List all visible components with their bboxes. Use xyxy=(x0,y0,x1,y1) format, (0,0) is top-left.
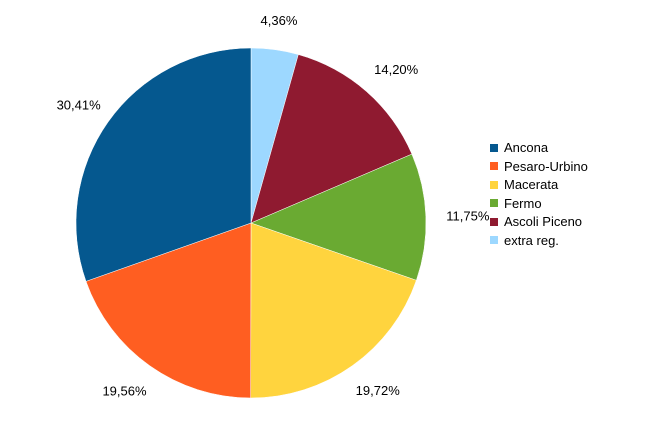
pie-slice-macerata xyxy=(250,222,417,399)
slice-label-ancona: 30,41% xyxy=(57,98,102,113)
legend-swatch xyxy=(490,143,498,152)
chart-legend: Ancona Pesaro-Urbino Macerata Fermo Ascoli P… xyxy=(490,140,588,248)
legend-item-ancona: Ancona xyxy=(490,140,588,155)
pie-slice-labels: 4,36% 14,20% 11,75% 19,72% 19,56% 30,41% xyxy=(57,13,490,398)
legend-swatch xyxy=(490,217,498,226)
slice-label-ascoli-piceno: 14,20% xyxy=(374,62,419,77)
slice-label-macerata: 19,72% xyxy=(356,383,401,398)
slice-label-pesaro-urbino: 19,56% xyxy=(102,383,147,398)
pie-slice-ascoli-piceno xyxy=(250,54,413,224)
slice-label-extra-reg: 4,36% xyxy=(261,13,298,28)
legend-label: Pesaro-Urbino xyxy=(504,158,588,174)
legend-label: extra reg. xyxy=(504,232,559,248)
legend-label: Macerata xyxy=(504,177,559,192)
legend-swatch xyxy=(490,236,498,244)
pie-slice-pesaro-urbino xyxy=(85,222,252,399)
slice-label-fermo: 11,75% xyxy=(446,209,490,224)
legend-swatch xyxy=(490,162,498,170)
legend-label: Ascoli Piceno xyxy=(504,214,583,229)
pie-slice-ancona xyxy=(75,47,252,282)
legend-label: Ancona xyxy=(504,140,549,155)
legend-swatch xyxy=(490,199,498,207)
legend-swatch xyxy=(490,180,498,189)
legend-item-macerata: Macerata xyxy=(490,177,588,192)
legend-item-extra-reg: extra reg. xyxy=(490,233,588,248)
pie-slice-fermo xyxy=(250,153,427,281)
pie-slices xyxy=(75,47,427,399)
legend-item-fermo: Fermo xyxy=(490,196,588,211)
legend-item-pesaro-urbino: Pesaro-Urbino xyxy=(490,159,588,174)
legend-item-ascoli-piceno: Ascoli Piceno xyxy=(490,214,588,229)
legend-label: Fermo xyxy=(504,195,542,211)
